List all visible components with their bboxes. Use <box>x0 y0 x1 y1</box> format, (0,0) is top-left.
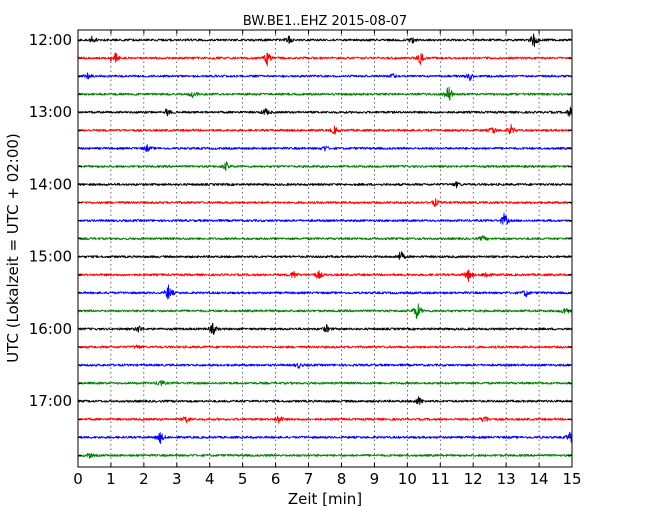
x-axis-label: Zeit [min] <box>288 490 362 508</box>
trace-line <box>77 303 573 319</box>
trace-line <box>77 72 573 82</box>
chart-title: BW.BE1..EHZ 2015-08-07 <box>243 14 407 29</box>
x-tick-label: 4 <box>205 470 215 488</box>
x-tick-label: 5 <box>238 470 248 488</box>
trace-line <box>77 322 573 335</box>
x-tick-label: 7 <box>304 470 314 488</box>
trace-line <box>77 181 573 189</box>
x-tick-label: 0 <box>73 470 83 488</box>
y-tick-label: 13:00 <box>29 103 72 121</box>
x-tick-label: 6 <box>271 470 281 488</box>
y-tick-label: 12:00 <box>29 31 72 49</box>
trace-line <box>77 144 573 152</box>
trace-line <box>77 452 573 459</box>
trace-line <box>77 396 573 406</box>
trace-layer <box>77 33 573 459</box>
trace-line <box>77 106 573 117</box>
y-axis-label: UTC (Lokalzeit = UTC + 02:00) <box>4 133 22 363</box>
x-tick-label: 10 <box>398 470 417 488</box>
x-tick-label: 15 <box>562 470 581 488</box>
x-tick-label: 12 <box>464 470 483 488</box>
trace-line <box>77 251 573 261</box>
x-tick-label: 1 <box>106 470 116 488</box>
x-tick-label: 8 <box>337 470 347 488</box>
trace-line <box>77 212 573 225</box>
trace-line <box>77 415 573 424</box>
x-tick-label: 3 <box>172 470 182 488</box>
x-tick-label: 13 <box>497 470 516 488</box>
trace-line <box>77 269 573 283</box>
x-tick-label: 14 <box>530 470 549 488</box>
trace-line <box>77 284 573 300</box>
x-tick-label: 9 <box>370 470 380 488</box>
trace-line <box>77 33 573 48</box>
y-tick-label: 16:00 <box>29 320 72 338</box>
y-tick-label: 15:00 <box>29 248 72 266</box>
trace-line <box>77 123 573 135</box>
x-tick-label: 11 <box>431 470 450 488</box>
trace-line <box>77 198 573 207</box>
plot-area <box>77 29 573 468</box>
trace-line <box>77 362 573 369</box>
trace-line <box>77 234 573 241</box>
trace-line <box>77 52 573 67</box>
trace-line <box>77 431 573 444</box>
x-tick-label: 2 <box>139 470 149 488</box>
trace-line <box>77 86 573 101</box>
trace-line <box>77 161 573 172</box>
trace-line <box>77 344 573 349</box>
grid-lines <box>110 30 540 467</box>
y-tick-label: 14:00 <box>29 175 72 193</box>
y-tick-label: 17:00 <box>29 392 72 410</box>
trace-line <box>77 380 573 387</box>
